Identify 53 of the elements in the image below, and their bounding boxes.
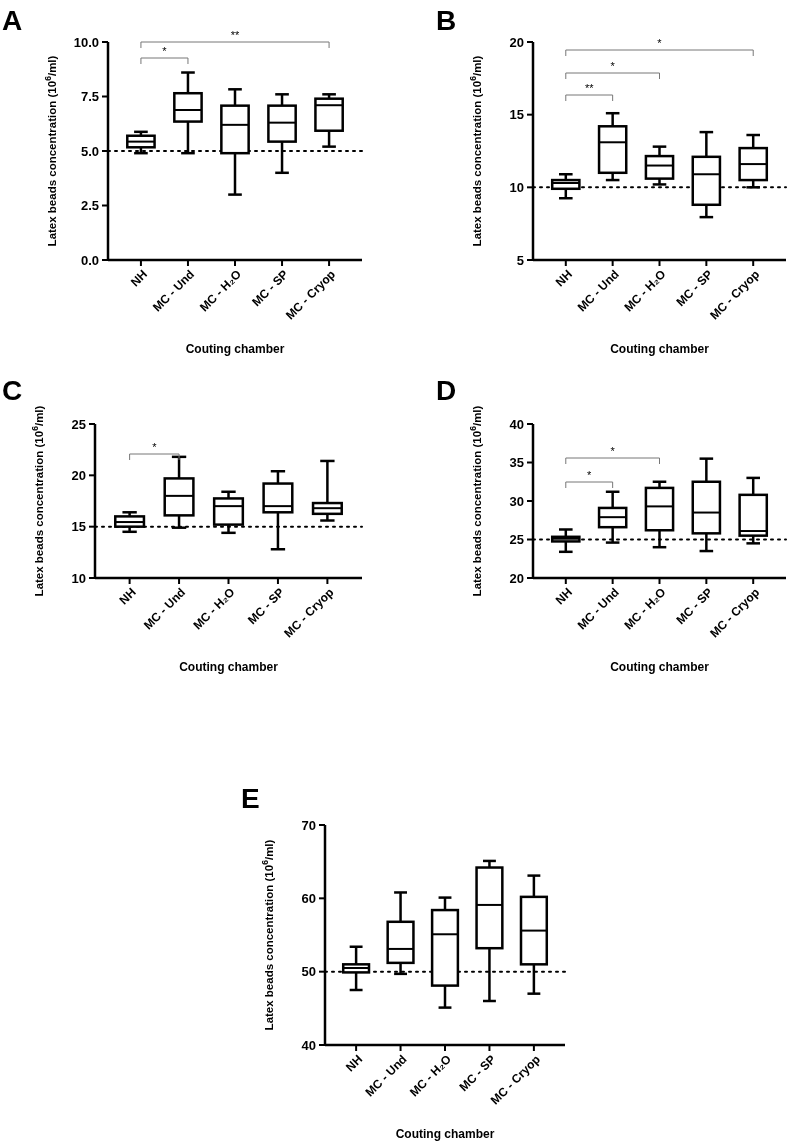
x-tick-label: MC - SP	[245, 585, 288, 628]
x-axis-title: Couting chamber	[179, 660, 279, 674]
y-tick-label: 2.5	[80, 198, 99, 214]
y-tick-label: 25	[509, 532, 524, 548]
y-tick-label: 35	[509, 455, 524, 471]
chart-title: B	[436, 5, 457, 36]
y-tick-label: 10.0	[73, 34, 99, 50]
y-tick-label: 15	[509, 107, 524, 123]
x-tick-label: MC - H₂O	[621, 267, 669, 315]
y-tick-label: 70	[301, 817, 316, 833]
annotation: *	[162, 45, 168, 57]
y-tick-label: 5	[516, 252, 524, 268]
x-tick-label: NH	[343, 1052, 366, 1075]
x-axis-title: Couting chamber	[610, 342, 710, 356]
y-tick-label: 15	[71, 519, 86, 535]
x-tick-label: NH	[116, 585, 139, 608]
y-tick-label: 20	[509, 570, 524, 586]
x-tick-label: MC - Und	[574, 267, 622, 315]
chart-title: E	[241, 783, 260, 814]
y-tick-label: 40	[509, 416, 524, 432]
x-axis-title: Couting chamber	[395, 1127, 495, 1141]
y-tick-label: 10	[71, 570, 86, 586]
annotation: **	[584, 82, 595, 94]
annotation: *	[587, 469, 593, 481]
x-tick-label: MC - H₂O	[196, 267, 245, 315]
annotation: *	[657, 37, 663, 49]
text: **	[230, 29, 240, 41]
x-axis-title: Couting chamber	[185, 342, 285, 356]
y-tick-label: 10	[509, 179, 524, 195]
annotation: *	[610, 445, 616, 457]
x-tick-label: MC - H₂O	[621, 585, 669, 633]
x-tick-label: NH	[552, 267, 575, 290]
annotation: *	[610, 60, 616, 72]
x-tick-label: NH	[552, 585, 575, 608]
x-tick-label: MC - Und	[574, 585, 622, 633]
chart-title: A	[2, 5, 23, 36]
x-tick-label: MC - H₂O	[406, 1052, 455, 1100]
y-tick-label: 50	[301, 964, 316, 980]
y-tick-label: 60	[301, 890, 316, 906]
x-axis-title: Couting chamber	[610, 660, 710, 674]
y-tick-label: 20	[509, 34, 524, 50]
y-tick-label: 5.0	[80, 143, 99, 159]
y-tick-label: 30	[509, 493, 524, 509]
x-tick-label: NH	[127, 267, 151, 290]
chart-title: D	[436, 375, 457, 406]
x-tick-label: MC - H₂O	[190, 585, 238, 633]
y-tick-label: 25	[71, 416, 86, 432]
annotation: *	[152, 441, 158, 453]
y-tick-label: 40	[301, 1037, 316, 1053]
chart-title: C	[2, 375, 23, 406]
y-tick-label: 20	[71, 467, 86, 483]
y-tick-label: 0.0	[80, 252, 99, 268]
y-tick-label: 7.5	[80, 89, 99, 105]
